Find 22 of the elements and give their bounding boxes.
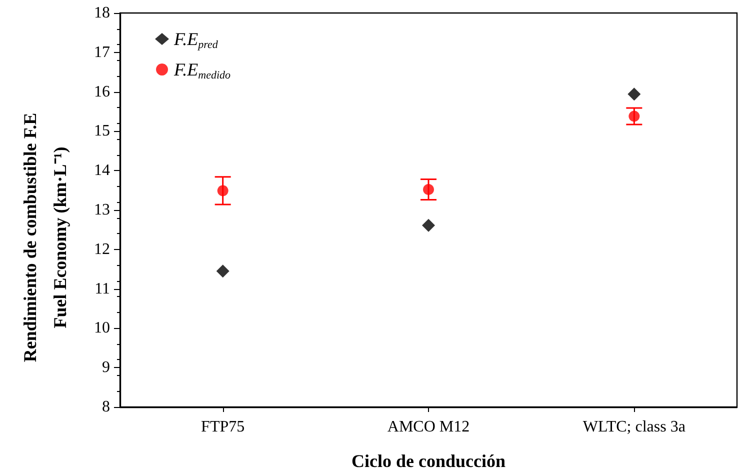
x-tick-label: AMCO M12	[387, 418, 470, 436]
y-tick-label: 8	[102, 398, 110, 416]
y-tick-label: 17	[94, 44, 110, 61]
y-tick-label: 18	[94, 4, 110, 22]
y-axis-title: Rendimiento de combustible F.E Fuel Economy (km·L⁻¹)	[20, 112, 70, 362]
y-tick-label: 14	[94, 162, 110, 180]
point	[628, 88, 641, 101]
y-tick-label: 11	[94, 280, 110, 298]
x-tick-label: WLTC; class 3a	[582, 418, 686, 436]
point	[217, 185, 228, 196]
point	[216, 264, 230, 278]
y-tick-label: 10	[94, 320, 110, 337]
y-tick-label: 16	[94, 83, 110, 100]
y-tick-label: 12	[94, 240, 110, 258]
point	[423, 184, 434, 196]
point	[422, 218, 435, 232]
y-tick-label: 15	[94, 122, 110, 140]
y-tick-label: 9	[102, 359, 110, 376]
point	[628, 110, 640, 122]
y-tick-label: 13	[94, 202, 110, 218]
x-tick-label: FTP75	[201, 418, 245, 436]
x-axis-title: Ciclo de conducción	[351, 451, 506, 471]
